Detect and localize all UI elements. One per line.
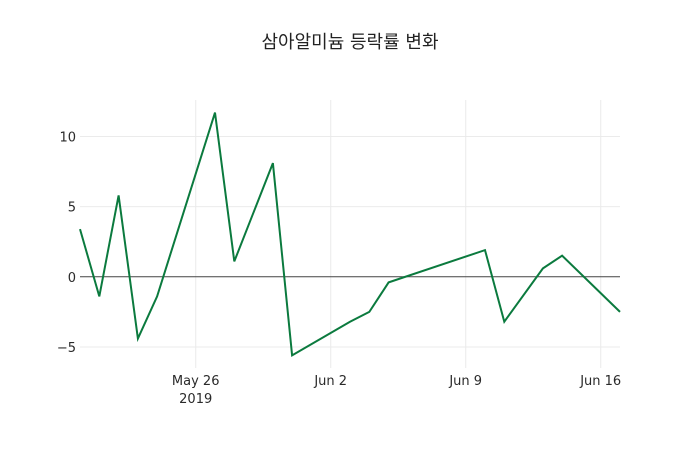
y-axis-ticks: −5 0 5 10: [57, 130, 76, 355]
chart-title: 삼아알미늄 등락률 변화: [261, 32, 439, 53]
x-tick-year-label: 2019: [179, 392, 212, 407]
x-axis-ticks: May 26 2019 Jun 2 Jun 9 Jun 16: [172, 374, 621, 407]
x-tick-label: Jun 2: [313, 374, 347, 389]
x-tick-label: Jun 9: [448, 374, 482, 389]
y-tick-label: 10: [59, 130, 76, 145]
y-tick-label: −5: [57, 341, 76, 356]
series-line[interactable]: [79, 112, 621, 358]
x-tick-label: Jun 16: [579, 374, 621, 389]
y-tick-label: 0: [68, 271, 76, 286]
gridlines: [80, 100, 620, 368]
y-tick-label: 5: [68, 201, 76, 216]
x-tick-label: May 26: [172, 374, 220, 389]
